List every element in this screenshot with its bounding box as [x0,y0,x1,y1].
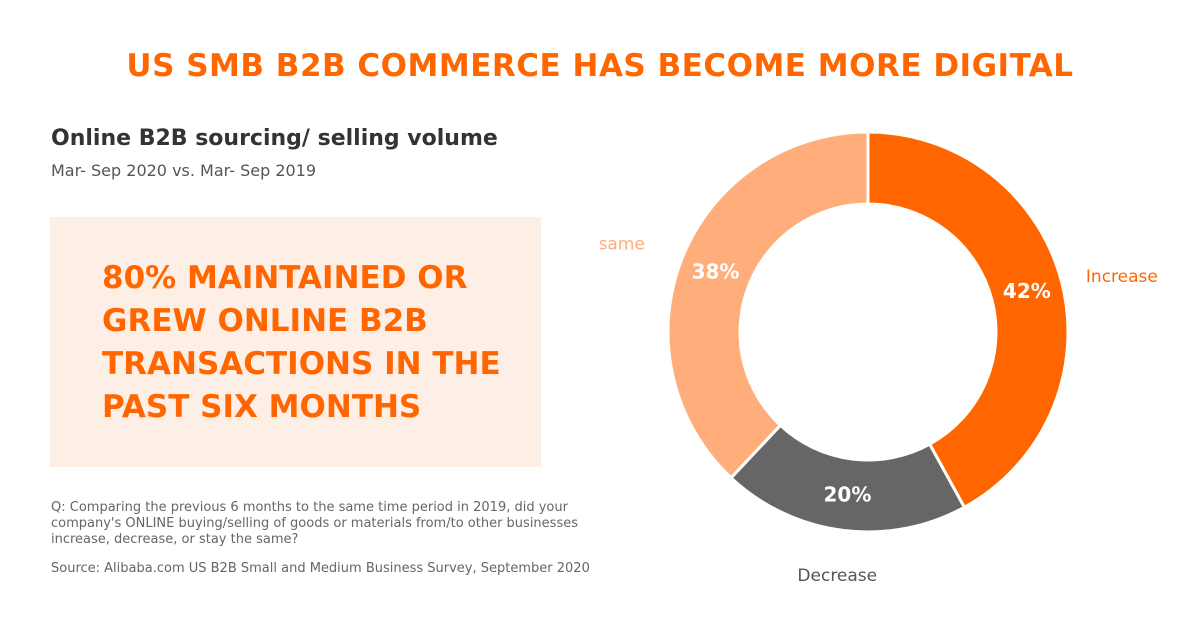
chart-subtitle: Online B2B sourcing/ selling volume [51,126,498,151]
slice-increase [866,130,1070,510]
page-title: US SMB B2B COMMERCE HAS BECOME MORE DIGI… [126,48,1074,84]
value-label-stay-the-same: 38% [692,260,740,284]
source-note: Source: Alibaba.com US B2B Small and Med… [51,561,590,576]
highlight-box: 80% MAINTAINED OR GREW ONLINE B2B TRANSA… [50,217,541,467]
category-label-decrease: Decrease [797,566,877,586]
category-label-stay-the-same: Stay the same [600,235,645,255]
highlight-text: 80% MAINTAINED OR GREW ONLINE B2B TRANSA… [102,260,501,425]
category-label-increase: Increase [1086,267,1158,287]
survey-question: Q: Comparing the previous 6 months to th… [51,500,578,547]
slice-stay-the-same [666,130,870,480]
value-label-decrease: 20% [824,483,872,507]
value-label-increase: 42% [1003,279,1051,303]
date-range: Mar- Sep 2020 vs. Mar- Sep 2019 [51,161,317,180]
donut-chart: 42% Increase 20% Decrease 38% Stay the same [600,130,1158,586]
